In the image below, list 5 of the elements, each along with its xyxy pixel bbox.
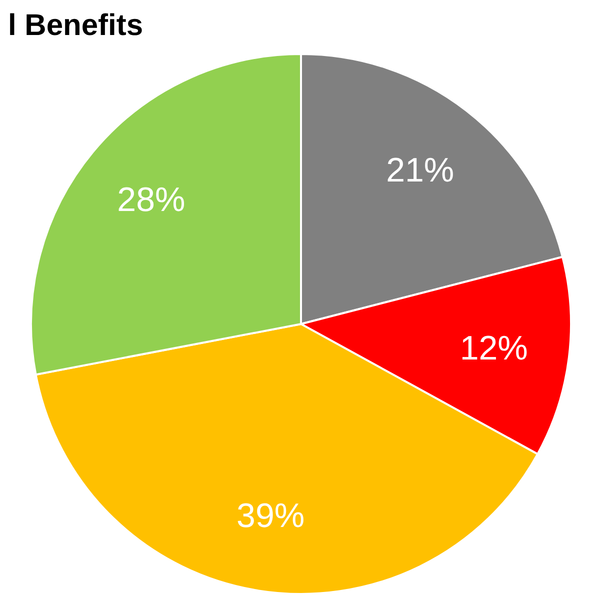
data-label: 39% <box>236 497 305 536</box>
data-label: 12% <box>460 329 528 368</box>
data-label: 28% <box>117 181 186 220</box>
chart-title: l Benefits <box>8 8 144 44</box>
data-label: 21% <box>386 151 454 190</box>
